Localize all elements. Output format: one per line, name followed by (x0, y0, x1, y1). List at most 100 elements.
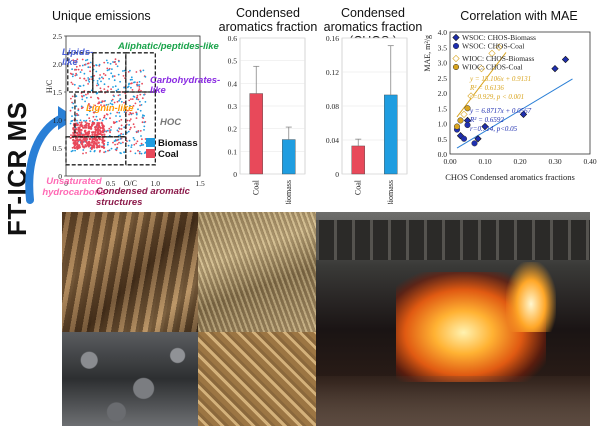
vk-xlabel: O/C (124, 179, 137, 188)
coal-point (78, 144, 81, 147)
biomass-point (106, 61, 109, 64)
corr-xtick: 0.40 (583, 157, 596, 166)
coal-point (99, 74, 101, 76)
biomass-point (116, 129, 119, 132)
coal-point (97, 122, 100, 126)
coal-point (83, 63, 86, 66)
cond-bar-biomass (282, 139, 296, 175)
chos-ytick: 0 (335, 170, 339, 179)
coal-point (103, 114, 106, 117)
coal-point (141, 82, 143, 85)
coal-point (116, 100, 119, 103)
coal-point (75, 72, 77, 75)
coal-point (132, 123, 135, 126)
biomass-point (115, 89, 118, 92)
coal-point (82, 152, 84, 155)
coal-point (80, 140, 83, 143)
biomass-point (109, 112, 112, 115)
biomass-point (140, 135, 142, 137)
coal-point (82, 133, 85, 137)
biomass-point (112, 86, 114, 88)
corr-point-0 (456, 132, 465, 140)
biomass-point (79, 119, 82, 122)
biomass-point (134, 152, 137, 155)
biomass-point (143, 125, 146, 128)
biomass-point (142, 69, 145, 72)
biomass-point (74, 149, 76, 152)
chos-ytick: 0.04 (326, 136, 339, 145)
coal-point (93, 111, 95, 114)
coal-point (90, 124, 94, 127)
biomass-point (133, 81, 135, 84)
coal-point (71, 83, 74, 85)
cond-ytick: 0 (233, 170, 237, 179)
biomass-point (72, 102, 75, 105)
coal-point (118, 120, 121, 122)
biomass-point (111, 68, 113, 70)
corr-point-3 (464, 105, 471, 112)
corr-point-2 (477, 64, 486, 73)
cond-xtick: Coal (251, 179, 260, 195)
coal-point (87, 83, 89, 85)
biomass-point (71, 106, 74, 109)
biomass-point (83, 119, 85, 122)
coal-point (83, 77, 86, 80)
biomass-point (81, 64, 84, 67)
biomass-point (135, 113, 138, 116)
biomass-point (139, 109, 142, 112)
biomass-point (140, 152, 143, 155)
coal-point (137, 89, 140, 92)
biomass-point (117, 73, 120, 76)
biomass-point (144, 101, 147, 103)
coal-point (77, 108, 80, 110)
coal-point (88, 117, 91, 120)
biomass-point (71, 75, 74, 78)
biomass-point (70, 120, 73, 123)
coal-point (135, 117, 138, 119)
biomass-point (71, 149, 74, 152)
vk-xtick: 0.5 (106, 179, 116, 188)
biomass-point (90, 76, 93, 78)
coal-point (112, 121, 115, 123)
biomass-point (85, 119, 88, 122)
biomass-point (130, 86, 132, 89)
corr-point-3 (457, 117, 464, 124)
biomass-point (100, 80, 102, 83)
correlation-title: Correlation with MAE (460, 9, 578, 23)
biomass-point (123, 86, 125, 89)
biomass-point (119, 80, 121, 83)
corr-point-0 (519, 110, 528, 118)
coal-point (120, 118, 123, 121)
coal-point (75, 65, 78, 68)
coal-point (138, 85, 141, 88)
hoc-label: HOC (160, 117, 182, 128)
biomass-point (115, 115, 117, 117)
biomass-point (109, 129, 112, 131)
coal-point (120, 124, 123, 127)
biomass-point (98, 63, 101, 66)
biomass-point (87, 79, 90, 81)
corr-annotation: R² = 0.6136 (469, 84, 504, 92)
chos-bar-coal (351, 145, 365, 175)
coal-point (72, 128, 75, 131)
chos-bar-biomass (384, 94, 398, 175)
coal-point (137, 149, 139, 152)
coal-point (90, 96, 92, 99)
coal-point (102, 129, 106, 132)
coal-point (140, 142, 143, 145)
corr-legend-label: WIOC: CHOS-Biomass (462, 54, 534, 63)
coal-point (101, 130, 104, 134)
biomass-point (77, 109, 80, 112)
coal-point (139, 104, 141, 107)
coal-point (141, 138, 143, 141)
biomass-point (103, 83, 106, 86)
biomass-point (119, 98, 121, 100)
coal-point (109, 117, 111, 120)
legend-biomass: Biomass (158, 138, 198, 149)
coal-point (132, 112, 134, 115)
biomass-point (105, 59, 108, 62)
chos-ytick: 0.16 (326, 34, 339, 43)
coal-point (69, 109, 72, 112)
corr-point-3 (453, 123, 461, 130)
coal-point (110, 88, 112, 91)
